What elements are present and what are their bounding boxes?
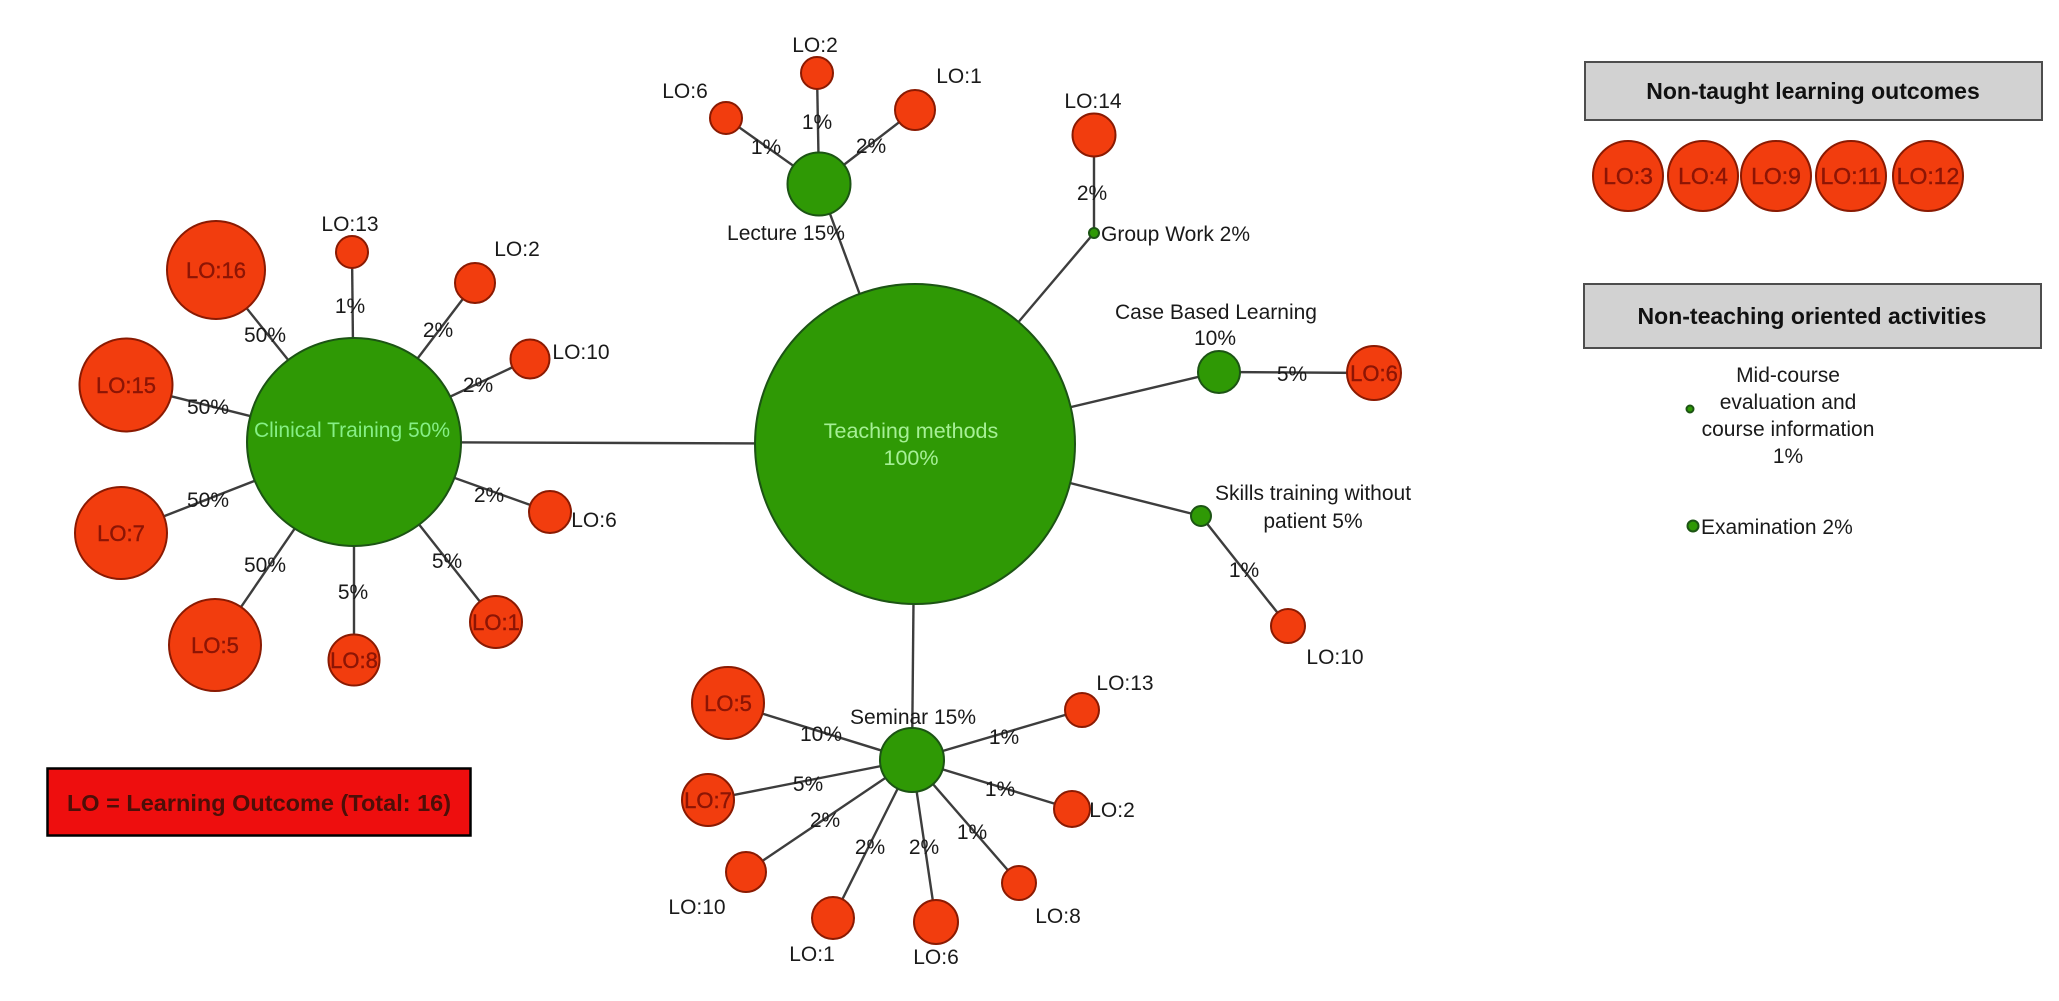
svg-text:LO:10: LO:10 bbox=[552, 341, 609, 364]
svg-text:LO:2: LO:2 bbox=[494, 238, 540, 261]
svg-text:LO:6: LO:6 bbox=[1350, 361, 1398, 386]
svg-text:LO:6: LO:6 bbox=[571, 509, 617, 532]
svg-text:2%: 2% bbox=[423, 319, 453, 342]
svg-text:LO:16: LO:16 bbox=[186, 258, 246, 283]
svg-text:LO:6: LO:6 bbox=[913, 946, 959, 969]
svg-text:1%: 1% bbox=[802, 111, 832, 134]
svg-text:2%: 2% bbox=[909, 836, 939, 859]
svg-text:2%: 2% bbox=[474, 484, 504, 507]
svg-text:2%: 2% bbox=[463, 374, 493, 397]
svg-text:Case Based Learning: Case Based Learning bbox=[1115, 301, 1317, 324]
svg-text:LO:4: LO:4 bbox=[1678, 163, 1728, 189]
svg-text:LO:6: LO:6 bbox=[662, 80, 708, 103]
svg-text:LO:8: LO:8 bbox=[1035, 905, 1081, 928]
svg-text:50%: 50% bbox=[244, 554, 286, 577]
svg-text:5%: 5% bbox=[338, 581, 368, 604]
svg-text:5%: 5% bbox=[793, 773, 823, 796]
svg-text:Clinical Training 50%: Clinical Training 50% bbox=[254, 419, 450, 442]
svg-text:10%: 10% bbox=[1194, 327, 1236, 350]
svg-text:1%: 1% bbox=[985, 778, 1015, 801]
svg-text:2%: 2% bbox=[855, 836, 885, 859]
svg-text:LO:8: LO:8 bbox=[330, 648, 378, 673]
svg-text:LO:11: LO:11 bbox=[1821, 163, 1882, 189]
svg-text:5%: 5% bbox=[1277, 363, 1307, 386]
svg-text:LO:13: LO:13 bbox=[1096, 672, 1153, 695]
svg-text:100%: 100% bbox=[884, 446, 939, 470]
svg-text:LO:12: LO:12 bbox=[1897, 163, 1960, 189]
svg-text:LO:3: LO:3 bbox=[1603, 163, 1653, 189]
svg-text:2%: 2% bbox=[810, 809, 840, 832]
svg-text:1%: 1% bbox=[335, 295, 365, 318]
svg-text:LO:7: LO:7 bbox=[684, 788, 732, 813]
svg-text:Seminar 15%: Seminar 15% bbox=[850, 706, 976, 729]
svg-text:1%: 1% bbox=[751, 136, 781, 159]
svg-text:Skills training without: Skills training without bbox=[1215, 482, 1411, 505]
svg-text:LO:14: LO:14 bbox=[1064, 90, 1122, 113]
svg-text:1%: 1% bbox=[957, 821, 987, 844]
svg-text:LO:2: LO:2 bbox=[1089, 799, 1135, 822]
svg-text:Non-teaching oriented activiti: Non-teaching oriented activities bbox=[1638, 303, 1987, 329]
svg-text:Examination 2%: Examination 2% bbox=[1701, 516, 1853, 539]
svg-text:50%: 50% bbox=[187, 396, 229, 419]
svg-text:LO:10: LO:10 bbox=[668, 896, 725, 919]
svg-text:2%: 2% bbox=[856, 135, 886, 158]
svg-text:LO:1: LO:1 bbox=[936, 65, 982, 88]
svg-text:LO:7: LO:7 bbox=[97, 521, 145, 546]
svg-text:Lecture 15%: Lecture 15% bbox=[727, 222, 845, 245]
svg-text:evaluation and: evaluation and bbox=[1720, 391, 1857, 414]
svg-text:course information: course information bbox=[1702, 418, 1875, 441]
svg-text:1%: 1% bbox=[989, 726, 1019, 749]
svg-text:10%: 10% bbox=[800, 723, 842, 746]
svg-text:patient 5%: patient 5% bbox=[1263, 510, 1362, 533]
svg-text:LO:5: LO:5 bbox=[704, 691, 752, 716]
svg-text:LO:10: LO:10 bbox=[1306, 646, 1363, 669]
svg-text:1%: 1% bbox=[1229, 559, 1259, 582]
svg-text:LO:1: LO:1 bbox=[472, 610, 520, 635]
svg-text:LO:15: LO:15 bbox=[96, 373, 156, 398]
svg-text:50%: 50% bbox=[244, 324, 286, 347]
svg-text:Mid-course: Mid-course bbox=[1736, 364, 1840, 387]
svg-text:LO:5: LO:5 bbox=[191, 633, 239, 658]
svg-text:Group Work 2%: Group Work 2% bbox=[1101, 223, 1250, 246]
svg-text:LO:9: LO:9 bbox=[1751, 163, 1801, 189]
svg-text:LO:13: LO:13 bbox=[321, 213, 378, 236]
svg-text:LO = Learning Outcome (Total:: LO = Learning Outcome (Total: 16) bbox=[67, 790, 451, 816]
svg-text:LO:2: LO:2 bbox=[792, 34, 838, 57]
svg-text:2%: 2% bbox=[1077, 182, 1107, 205]
svg-text:LO:1: LO:1 bbox=[789, 943, 835, 966]
svg-text:5%: 5% bbox=[432, 550, 462, 573]
svg-text:Teaching methods: Teaching methods bbox=[824, 419, 999, 443]
svg-text:Non-taught learning outcomes: Non-taught learning outcomes bbox=[1646, 78, 1980, 104]
svg-text:50%: 50% bbox=[187, 489, 229, 512]
svg-text:1%: 1% bbox=[1773, 445, 1803, 468]
